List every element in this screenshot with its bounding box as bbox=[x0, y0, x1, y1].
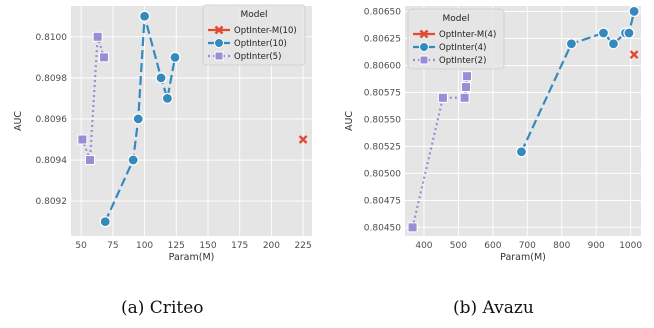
data-point bbox=[629, 50, 639, 59]
legend: Model OptInter-M(10) OptInter(10) OptInter(… bbox=[202, 4, 306, 66]
x-tick-label: 400 bbox=[415, 241, 432, 251]
data-point bbox=[77, 134, 88, 145]
data-point bbox=[459, 92, 470, 103]
data-point bbox=[597, 27, 610, 39]
legend-label: OptInter(4) bbox=[439, 43, 486, 53]
data-point bbox=[437, 92, 448, 103]
legend-marker bbox=[214, 51, 224, 61]
data-point bbox=[169, 51, 181, 63]
y-tick-label: 0.80475 bbox=[364, 196, 401, 206]
legend-label: OptInter(10) bbox=[234, 39, 287, 49]
y-tick-label: 0.8096 bbox=[36, 115, 68, 125]
x-tick-label: 50 bbox=[75, 241, 87, 251]
legend-marker bbox=[214, 38, 224, 48]
series-line bbox=[81, 36, 106, 161]
series-optinter-5 bbox=[77, 31, 109, 166]
data-point bbox=[138, 10, 151, 22]
chart-avazu: 400 500 600 700 800 900 1000 0.80450 0.80475 0.80… bbox=[344, 5, 642, 263]
data-point bbox=[607, 38, 620, 50]
series-optinter-m-10 bbox=[298, 135, 308, 144]
series-optinter-2 bbox=[407, 71, 473, 233]
data-point bbox=[85, 155, 96, 166]
legend: Model OptInter-M(4) OptInter(4) OptInter(2) bbox=[407, 8, 505, 70]
x-axis-label: Param(M) bbox=[500, 252, 546, 263]
chart-criteo: 50 75 100 125 150 175 200 225 0.8092 0.8094 0.8096… bbox=[13, 4, 312, 263]
data-point bbox=[92, 31, 103, 42]
y-tick-label: 0.8094 bbox=[36, 156, 68, 166]
x-tick-label: 1000 bbox=[619, 241, 642, 251]
x-tick-label: 75 bbox=[107, 241, 118, 251]
x-tick-label: 125 bbox=[168, 241, 185, 251]
x-tick-label: 900 bbox=[588, 241, 605, 251]
data-point bbox=[99, 216, 111, 228]
x-tick-label: 100 bbox=[136, 241, 153, 251]
data-point bbox=[565, 38, 578, 50]
data-point bbox=[132, 113, 144, 125]
x-tick-label: 200 bbox=[263, 241, 280, 251]
data-point bbox=[161, 92, 173, 105]
y-tick-label: 0.80600 bbox=[364, 61, 401, 71]
legend-box bbox=[407, 8, 505, 70]
legend-label: OptInter-M(4) bbox=[439, 30, 496, 40]
caption-criteo: (a) Criteo bbox=[121, 298, 204, 318]
y-tick-label: 0.80650 bbox=[364, 7, 401, 17]
y-tick-label: 0.80525 bbox=[364, 142, 401, 152]
y-axis-label: AUC bbox=[344, 111, 355, 131]
data-point bbox=[460, 81, 471, 92]
y-axis-label: AUC bbox=[13, 111, 24, 131]
legend-label: OptInter(2) bbox=[439, 56, 486, 66]
legend-marker bbox=[419, 42, 429, 52]
legend-label: OptInter-M(10) bbox=[234, 26, 297, 36]
x-tick-label: 150 bbox=[199, 241, 216, 251]
x-tick-label: 800 bbox=[553, 241, 570, 251]
y-tick-label: 0.8098 bbox=[36, 74, 68, 84]
y-tick-label: 0.80575 bbox=[364, 88, 401, 98]
series-optinter-m-4 bbox=[629, 50, 639, 59]
x-tick-label: 500 bbox=[450, 241, 467, 251]
x-tick-label: 175 bbox=[231, 241, 248, 251]
data-point bbox=[407, 222, 418, 233]
x-tick-label: 600 bbox=[484, 241, 501, 251]
data-point bbox=[155, 72, 167, 84]
y-tick-label: 0.8100 bbox=[36, 33, 68, 43]
data-point bbox=[515, 146, 528, 158]
data-point bbox=[98, 52, 109, 63]
x-axis-label: Param(M) bbox=[169, 252, 215, 263]
legend-marker bbox=[214, 25, 224, 35]
x-tick-label: 225 bbox=[295, 241, 312, 251]
caption-avazu: (b) Avazu bbox=[453, 298, 534, 318]
data-point bbox=[623, 27, 635, 39]
y-tick-label: 0.80625 bbox=[364, 34, 401, 44]
series-optinter-4 bbox=[515, 5, 640, 158]
y-tick-label: 0.80550 bbox=[364, 115, 401, 125]
x-tick-label: 700 bbox=[519, 241, 536, 251]
legend-box bbox=[202, 4, 306, 66]
legend-title: Model bbox=[442, 14, 469, 24]
data-point bbox=[628, 5, 640, 17]
legend-title: Model bbox=[240, 10, 267, 20]
y-tick-label: 0.80450 bbox=[364, 223, 401, 233]
y-tick-label: 0.8092 bbox=[36, 197, 68, 207]
data-point bbox=[462, 71, 473, 82]
series-optinter-10 bbox=[99, 10, 181, 228]
data-point bbox=[127, 154, 139, 166]
data-point bbox=[298, 135, 308, 144]
legend-label: OptInter(5) bbox=[234, 52, 281, 62]
legend-marker bbox=[419, 55, 429, 65]
y-tick-label: 0.80500 bbox=[364, 169, 401, 179]
legend-marker bbox=[419, 29, 429, 39]
